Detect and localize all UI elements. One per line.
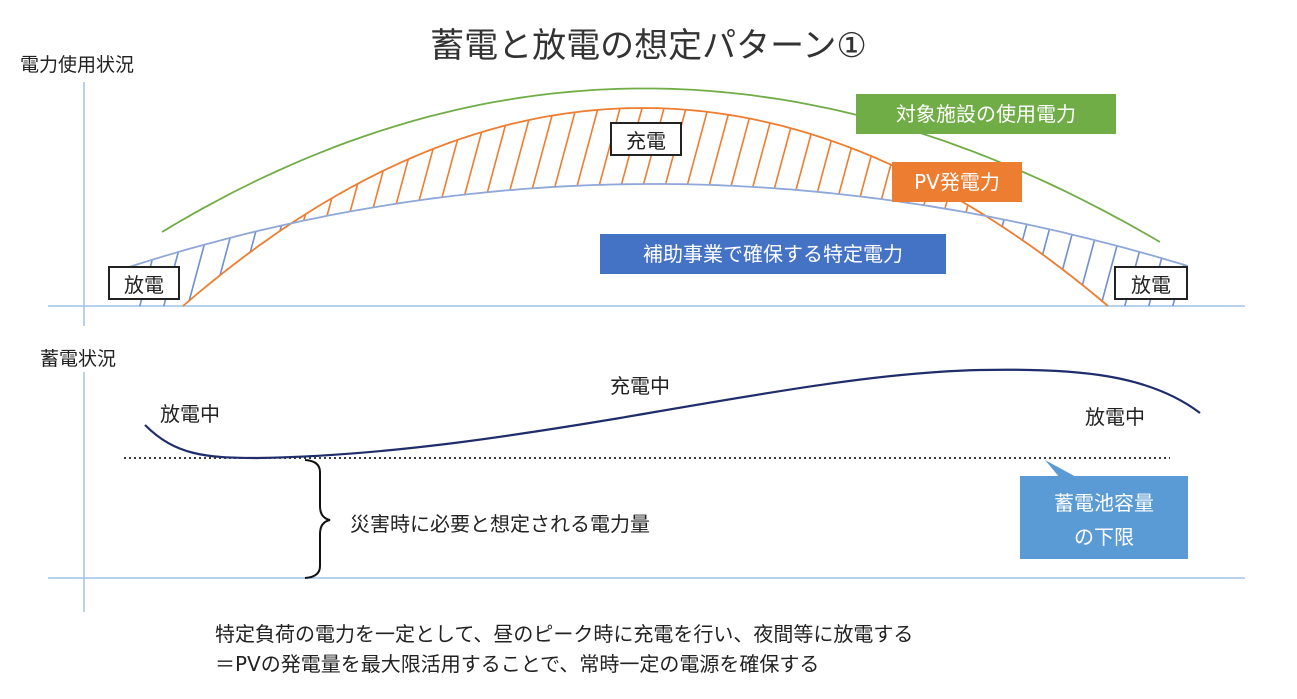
pv-legend-tag: PV発電力 xyxy=(892,162,1022,202)
hatch-line xyxy=(694,108,766,224)
upper-axis-label: 電力使用状況 xyxy=(20,54,135,76)
hatch-line xyxy=(628,108,700,224)
hatch-line xyxy=(1193,60,1263,320)
hatch-line xyxy=(408,108,480,224)
hatch-line xyxy=(672,108,744,224)
hatch-line xyxy=(320,108,392,224)
hatch-line xyxy=(279,224,288,306)
hatch-line xyxy=(304,60,374,320)
hatch-line xyxy=(540,108,612,224)
hatch-line xyxy=(328,60,398,320)
facility-legend-tag: 対象施設の使用電力 xyxy=(856,94,1116,134)
hatch-line xyxy=(430,108,502,224)
brace-icon xyxy=(304,459,331,579)
hatch-line xyxy=(352,60,422,320)
lower-axis-label: 蓄電状況 xyxy=(40,348,117,370)
callout-pointer xyxy=(1045,460,1078,478)
hatch-line xyxy=(231,224,288,306)
hatch-line xyxy=(584,108,656,224)
hatch-line xyxy=(562,108,634,224)
hatch-line xyxy=(650,108,722,224)
hatch-line xyxy=(1096,215,1168,306)
hatch-line xyxy=(518,108,590,224)
hatch-line xyxy=(291,108,304,224)
callout-line1: 蓄電池容量 xyxy=(1054,491,1154,515)
hatch-line xyxy=(342,108,414,224)
hatch-line xyxy=(606,108,678,224)
hatch-line xyxy=(364,108,436,224)
discharge-right-label: 放電 xyxy=(1114,266,1188,300)
hatch-line xyxy=(804,108,876,224)
hatch-line xyxy=(452,108,524,224)
subsidy-legend-tag: 補助事業で確保する特定電力 xyxy=(600,234,946,274)
hatch-line xyxy=(1265,60,1297,320)
callout-line2: の下限 xyxy=(1074,525,1134,549)
hatch-line xyxy=(291,108,326,224)
caption-line1: 特定負荷の電力を一定として、昼のピーク時に充電を行い、夜間等に放電する xyxy=(215,622,914,646)
hatch-line xyxy=(386,108,458,224)
hatch-line xyxy=(1241,60,1297,320)
hatch-line xyxy=(782,108,854,224)
hatch-line xyxy=(40,60,110,320)
charge-label: 充電 xyxy=(610,122,682,156)
brace-label: 災害時に必要と想定される電力量 xyxy=(350,512,650,536)
facility-power-curve xyxy=(161,87,1161,243)
hatch-line xyxy=(1072,215,1144,306)
discharge-left-label: 放電 xyxy=(108,266,180,300)
status-right: 放電中 xyxy=(1085,405,1145,429)
status-middle: 充電中 xyxy=(610,374,670,398)
hatch-line xyxy=(211,60,281,320)
hatch-line xyxy=(183,224,255,306)
storage-curve xyxy=(144,368,1201,460)
caption-line2: ＝PVの発電量を最大限活用することで、常時一定の電源を確保する xyxy=(215,652,820,676)
hatch-line xyxy=(255,224,288,306)
hatch-line xyxy=(848,108,920,224)
page-title: 蓄電と放電の想定パターン① xyxy=(430,26,867,66)
hatch-line xyxy=(1217,60,1287,320)
subsidy-power-curve xyxy=(119,183,1189,271)
callout-box xyxy=(1020,476,1188,559)
hatch-line xyxy=(298,108,370,224)
hatch-line xyxy=(291,108,348,224)
discharge-left-hatch xyxy=(40,60,422,320)
status-left: 放電中 xyxy=(160,402,220,426)
hatch-line xyxy=(826,108,898,224)
hatch-line xyxy=(207,224,279,306)
